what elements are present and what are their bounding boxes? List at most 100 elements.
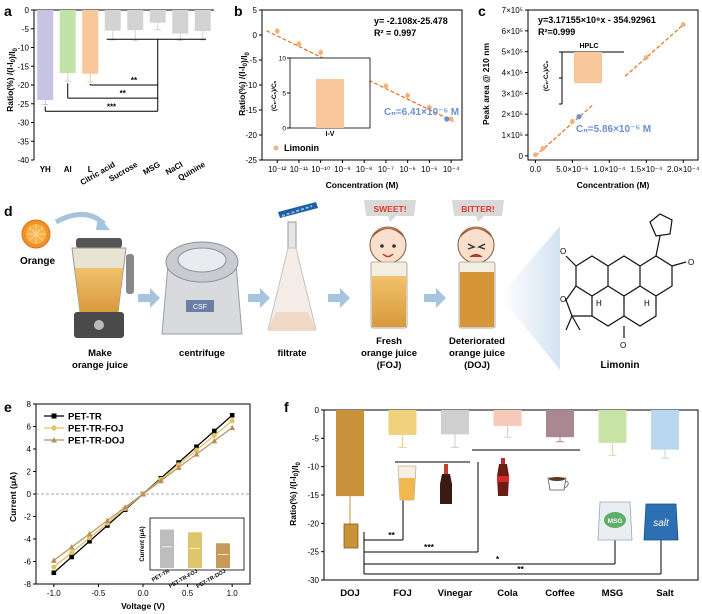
limonin-o-3: O	[620, 341, 626, 350]
panel-e: e Current (μA) 8 6 4 2 0 -2 -4 -6 -8 -1.0 -0.5 0.0…	[4, 399, 251, 611]
step4-line1: Fresh	[376, 336, 402, 347]
f-bar-coffee	[546, 410, 574, 438]
limonin-h-2: H	[644, 299, 650, 308]
f-plot-frame	[323, 409, 699, 581]
orange-label: Orange	[20, 256, 55, 267]
panel-letter-b: b	[234, 3, 243, 19]
limonin-highlight-beam	[500, 226, 560, 370]
c-inset-label: HPLC	[579, 43, 598, 50]
b-x-tick-label: 10⁻¹⁰	[311, 165, 330, 174]
a-x-tick-label: YH	[40, 165, 51, 174]
blender-illustration	[71, 238, 134, 338]
orange-illustration	[21, 219, 51, 249]
e-x-axis-label: Voltage (V)	[121, 601, 165, 611]
filtration-illustration	[267, 202, 318, 331]
b-x-tick-label: 10⁻¹²	[268, 165, 287, 174]
f-y-tick-label: -25	[307, 548, 319, 557]
f-bar-cola	[493, 410, 522, 426]
panel-b: b Ratio(%) /(I-I0)/I0 5 0 -5 -10 -15 -20 -25 1…	[234, 3, 463, 190]
b-point	[296, 41, 302, 47]
panel-letter-c: c	[478, 3, 486, 19]
b-y-tick-label: -5	[250, 56, 258, 65]
f-y-tick-label: -15	[307, 491, 319, 500]
a-bar-nacl	[172, 10, 189, 34]
f-bar-vinegar	[441, 410, 469, 435]
step4-line3: (FOJ)	[377, 360, 402, 371]
c-point	[540, 146, 546, 151]
girl-bitter-mouth	[469, 254, 483, 258]
c-y-tick-label: 0	[519, 152, 524, 161]
a-x-tick-label: Al	[64, 165, 72, 174]
f-y-axis-label: Ratio(%) /(I-I0)/I0	[288, 461, 302, 525]
a-bar-citric-acid	[104, 10, 121, 31]
limonin-furan-ring	[649, 213, 673, 237]
e-x-tick-label: -1.0	[47, 589, 61, 598]
c-x-tick-label: 5.0×10⁻⁵	[556, 165, 588, 174]
panel-letter-d: d	[4, 203, 13, 219]
b-x-axis-label: Concentration (M)	[326, 180, 399, 190]
filter-pipe-stripes	[281, 205, 313, 217]
b-x-tick-label: 10⁻⁸	[356, 165, 373, 174]
e-y-tick-label: -6	[24, 558, 32, 567]
a-sig-label: **	[131, 76, 138, 85]
girl-sweet-hair	[370, 228, 406, 240]
cola-bottle-icon	[497, 458, 509, 496]
f-y-tick-label: -10	[307, 463, 319, 472]
blender-handle	[126, 254, 134, 294]
c-equation: y=3.17155×10⁹x - 354.92961	[538, 15, 656, 25]
e-x-tick-label: 0.5	[182, 589, 194, 598]
bitter-bubble	[452, 200, 504, 222]
e-inset-bar	[160, 529, 174, 568]
centrifuge-rotor	[177, 247, 227, 273]
arrow-step-3	[328, 288, 350, 308]
filter-flask-liquid	[268, 312, 316, 330]
f-bar-foj	[388, 410, 417, 435]
c-inset-y-label: (Cₙ-Cₛ)/Cₛ	[543, 60, 550, 91]
a-bar-yh	[37, 10, 54, 100]
centrifuge-screen-text: CSF	[193, 304, 207, 311]
a-y-tick-label: -20	[17, 81, 29, 90]
e-y-tick-label: 2	[27, 468, 32, 477]
e-marker	[229, 412, 235, 418]
e-marker	[229, 424, 236, 431]
b-inset-bar	[316, 79, 344, 128]
b-y-tick-label: -15	[245, 106, 257, 115]
limonin-structure	[565, 213, 687, 338]
limonin-ketone-c	[671, 261, 687, 267]
orange-segments	[26, 224, 46, 244]
c-plot-frame	[527, 9, 699, 161]
b-x-tick-label: 10⁻⁵	[421, 165, 437, 174]
girl-sweet-eye-left	[380, 244, 384, 248]
e-marker	[50, 557, 57, 563]
b-inset-y-label: (Cₙ-Cₛ)/Cₛ	[271, 80, 278, 111]
e-y-axis-label: Current (μA)	[8, 472, 18, 522]
e-y-tick-label: 0	[27, 490, 32, 499]
girl-bitter-illustration: BITTER!	[452, 200, 504, 329]
doj-cup-icon	[343, 523, 359, 549]
a-bar-al	[59, 10, 76, 73]
b-inset-y-tick-label: 0	[282, 126, 286, 133]
limonin-methyls	[565, 315, 581, 331]
a-bar-quinine	[194, 10, 211, 31]
e-inset-x-label: PET-TR-DOJ	[196, 569, 227, 591]
e-inset-bar	[188, 532, 202, 568]
a-y-tick-label: -30	[17, 119, 29, 128]
a-x-tick-label: MSG	[141, 160, 161, 177]
b-point	[448, 116, 454, 122]
doj-juice	[460, 272, 494, 327]
f-y-tick-label: 0	[315, 406, 320, 415]
e-marker	[104, 517, 111, 524]
f-x-tick-label: Cola	[497, 588, 518, 599]
c-point	[643, 55, 649, 60]
limonin-compound-label: Limonin	[601, 360, 640, 371]
b-legend-label: Limonin	[284, 143, 319, 153]
orange-to-blender-arrow	[54, 212, 106, 226]
c-inset-bar	[574, 52, 602, 84]
c-y-tick-label: 5×10⁵	[502, 48, 523, 57]
e-x-tick-label: 0.0	[137, 589, 149, 598]
b-x-tick-label: 10⁻⁶	[399, 165, 415, 174]
girl-sweet-eye-right	[392, 244, 396, 248]
a-y-axis-label: Ratio(%) /(I-I0)/I0	[5, 47, 19, 111]
